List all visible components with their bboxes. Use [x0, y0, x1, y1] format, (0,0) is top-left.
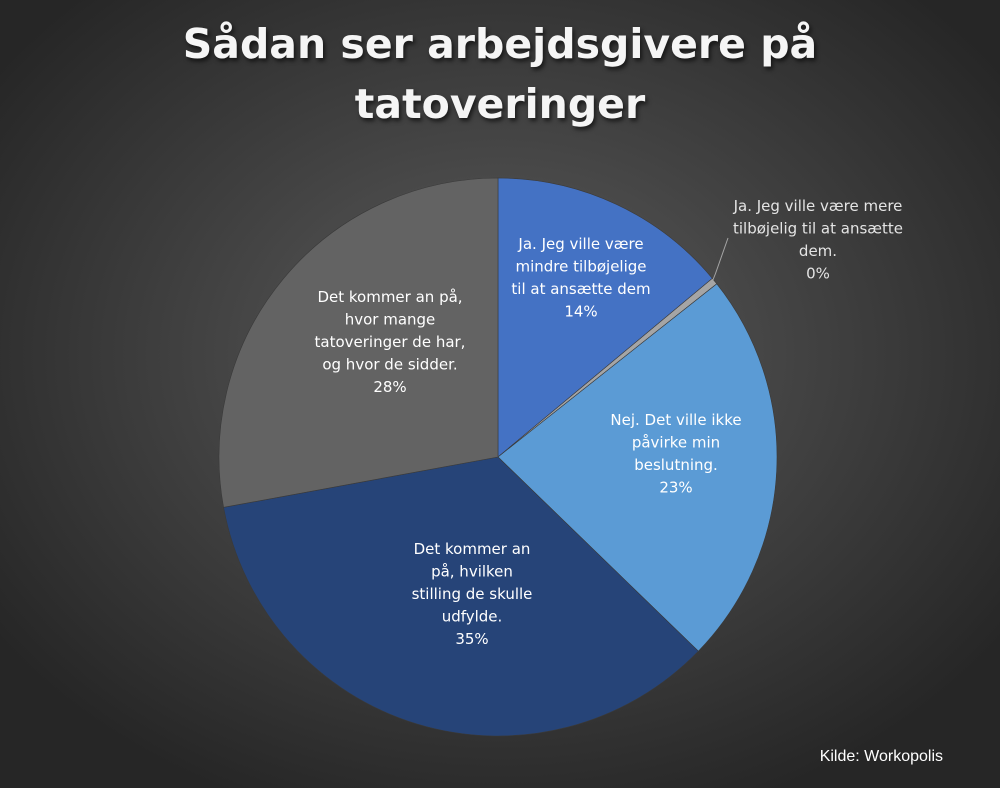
slice-value-label-5: 28%: [373, 378, 406, 396]
slice-label-line: tatoveringer de har,: [315, 333, 466, 351]
slice-label-line: Ja. Jeg ville være mere: [733, 197, 903, 215]
slice-label-line: dem.: [799, 242, 837, 260]
slice-label-line: stilling de skulle: [412, 585, 533, 603]
slice-value-label-3: 23%: [659, 479, 692, 497]
chart-title-line-2: tatoveringer: [354, 80, 646, 128]
slice-label-1: Ja. Jeg ville være mindre tilbøjelige til …: [511, 235, 650, 321]
chart-title-line-1: Sådan ser arbejdsgivere på: [182, 20, 818, 68]
slice-label-line: påvirke min: [632, 434, 720, 452]
chart-title: Sådan ser arbejdsgivere på tatoveringer: [0, 14, 1000, 134]
slice-label-line: Ja. Jeg ville være: [517, 235, 643, 253]
slice-label-3: Nej. Det ville ikke påvirke min beslutning…: [610, 411, 741, 497]
slice-label-line: beslutning.: [634, 456, 718, 474]
leader-line: [710, 237, 729, 284]
slice-label-line: og hvor de sidder.: [322, 356, 457, 374]
slice-label-4: Det kommer an på, hvilken stilling de skul…: [412, 540, 533, 648]
slice-label-2: Ja. Jeg ville være mere tilbøjelig til at…: [733, 197, 903, 283]
slice-value-label-4: 35%: [455, 630, 488, 648]
pie-slice-5: [218, 177, 499, 508]
slice-value-label-2: 0%: [806, 265, 830, 283]
pie-slice-3: [497, 283, 778, 652]
slice-label-line: Det kommer an: [414, 540, 531, 558]
slice-label-line: på, hvilken: [431, 563, 513, 581]
pie-slice-1: [497, 177, 713, 458]
source-note: Kilde: Workopolis: [819, 748, 943, 765]
slice-label-line: udfylde.: [442, 608, 503, 626]
pie-slice-4: [223, 456, 699, 737]
slice-label-line: mindre tilbøjelige: [515, 258, 646, 276]
slice-value-label-1: 14%: [564, 303, 597, 321]
slice-label-line: Det kommer an på,: [317, 288, 462, 306]
slice-label-line: Nej. Det ville ikke: [610, 411, 741, 429]
slice-label-5: Det kommer an på, hvor mange tatoveringer …: [315, 288, 466, 396]
slice-label-line: hvor mange: [345, 311, 436, 329]
slice-label-line: til at ansætte dem: [511, 280, 650, 298]
slice-label-line: tilbøjelig til at ansætte: [733, 220, 903, 238]
